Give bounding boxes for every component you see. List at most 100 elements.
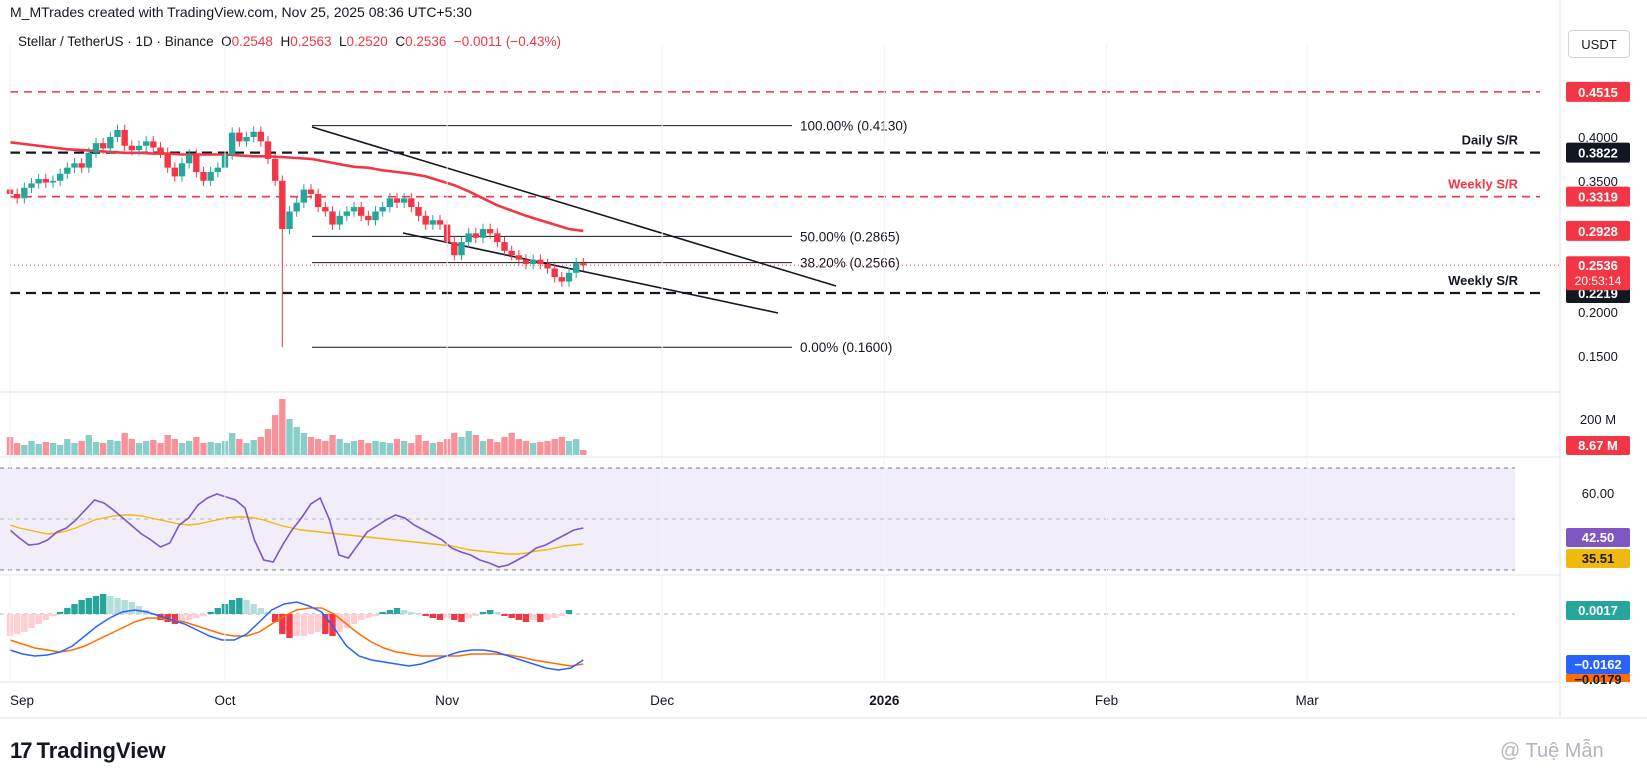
candle-body bbox=[515, 255, 523, 260]
volume-bar bbox=[451, 433, 458, 455]
candle-body bbox=[121, 129, 128, 146]
level-price-label-2: 0.3319 bbox=[1578, 190, 1618, 205]
candle-body bbox=[336, 215, 343, 225]
channel-lower-line bbox=[402, 232, 779, 314]
rsi-ma-value-label: 35.51 bbox=[1582, 551, 1615, 566]
volume-bar bbox=[436, 442, 444, 455]
time-tick-3: Dec bbox=[650, 693, 674, 708]
macd-hist-bar bbox=[64, 608, 71, 614]
volume-bar bbox=[243, 443, 250, 455]
candle-body bbox=[214, 167, 222, 173]
rsi-indicator bbox=[9, 493, 584, 568]
low-value: 0.2520 bbox=[346, 34, 388, 49]
macd-badge bbox=[1566, 655, 1630, 674]
candle-body bbox=[200, 172, 207, 181]
candle-body bbox=[135, 145, 143, 151]
macd-hist-bar bbox=[451, 614, 458, 620]
symbol-name[interactable]: Stellar / TetherUS · 1D · Binance bbox=[18, 34, 214, 49]
volume-bar bbox=[336, 439, 343, 455]
candle-body bbox=[221, 154, 229, 168]
macd-hist-bar bbox=[329, 614, 336, 636]
candle-body bbox=[472, 233, 480, 238]
macd-hist-bar bbox=[250, 604, 257, 614]
candle-body bbox=[314, 193, 322, 208]
volume-bar bbox=[386, 443, 394, 455]
candle-body bbox=[322, 207, 329, 212]
moving-average: 0.2928 bbox=[9, 141, 1630, 241]
candle-body bbox=[479, 228, 487, 238]
candle-body bbox=[286, 211, 293, 229]
macd-hist-bar bbox=[114, 598, 121, 614]
candle-body bbox=[71, 163, 78, 168]
macd-hist-bar bbox=[185, 614, 193, 620]
candle-body bbox=[185, 154, 193, 164]
candle-body bbox=[372, 211, 379, 221]
volume-bar bbox=[78, 441, 85, 455]
macd-hist-bar bbox=[243, 600, 250, 614]
brand[interactable]: 17 TradingView bbox=[10, 738, 166, 764]
candle-body bbox=[379, 207, 386, 212]
macd-value-label: −0.0162 bbox=[1574, 657, 1621, 672]
macd-hist-bar bbox=[465, 614, 472, 618]
candle-body bbox=[580, 263, 587, 266]
macd-hist-bar bbox=[494, 612, 501, 614]
volume-bar bbox=[293, 427, 300, 455]
macd-hist-bar bbox=[357, 614, 365, 620]
volume-bar bbox=[35, 444, 42, 455]
macd-hist-bar bbox=[293, 614, 300, 636]
volume-bar bbox=[171, 439, 179, 455]
high-label: H bbox=[280, 34, 291, 49]
time-tick-5: Feb bbox=[1095, 693, 1118, 708]
candle-body bbox=[85, 152, 93, 168]
candle-body bbox=[64, 167, 71, 174]
candle-body bbox=[429, 220, 437, 225]
candle-body bbox=[150, 141, 157, 148]
candle-body bbox=[572, 263, 580, 273]
volume-bar bbox=[365, 443, 372, 455]
macd-hist-bar bbox=[121, 600, 128, 614]
candle-body bbox=[207, 172, 214, 181]
close-value: 0.2536 bbox=[405, 34, 447, 49]
volume-bar bbox=[565, 441, 573, 455]
volume-bar bbox=[228, 433, 236, 455]
volume-bar bbox=[121, 433, 128, 455]
macd-hist-bar bbox=[264, 612, 272, 614]
volume-bar bbox=[508, 433, 515, 455]
candle-body bbox=[436, 220, 444, 225]
candle-body bbox=[107, 137, 114, 149]
macd-hist-bar bbox=[458, 614, 465, 622]
currency-selector[interactable]: USDT bbox=[1568, 30, 1630, 58]
macd-hist-bar bbox=[393, 608, 401, 614]
volume-bar bbox=[472, 435, 480, 455]
low-label: L bbox=[339, 34, 347, 49]
volume-bar bbox=[443, 439, 451, 455]
candle-body bbox=[343, 211, 351, 216]
volume-bar bbox=[408, 443, 415, 455]
macd-hist-bar bbox=[214, 608, 222, 614]
volume-bar bbox=[21, 445, 28, 455]
symbol-legend[interactable]: Stellar / TetherUS · 1D · Binance O0.254… bbox=[18, 34, 561, 49]
fibonacci-retracement: 100.00% (0.4130) 50.00% (0.2865) 38.20% (0… bbox=[312, 119, 907, 355]
candle-body bbox=[142, 141, 150, 146]
volume-bar bbox=[56, 445, 64, 455]
volume-bar bbox=[164, 435, 171, 455]
channel-upper-line bbox=[311, 126, 837, 287]
volume-bar bbox=[92, 442, 100, 455]
time-tick-2: Nov bbox=[435, 693, 459, 708]
candle-body bbox=[350, 207, 358, 212]
macd-hist-bar bbox=[386, 610, 394, 614]
candle-body bbox=[329, 211, 336, 225]
macd-hist-bar bbox=[379, 612, 386, 614]
candle-body bbox=[537, 259, 544, 265]
macd-hist-bar bbox=[486, 610, 494, 614]
time-tick-6: Mar bbox=[1296, 693, 1320, 708]
macd-indicator bbox=[6, 594, 584, 671]
candle-body bbox=[271, 158, 279, 181]
macd-hist-bar bbox=[300, 614, 308, 636]
candle-body bbox=[49, 180, 57, 183]
macd-hist-bar bbox=[279, 614, 286, 634]
volume-badge bbox=[1566, 436, 1630, 455]
candle-body bbox=[243, 137, 250, 142]
